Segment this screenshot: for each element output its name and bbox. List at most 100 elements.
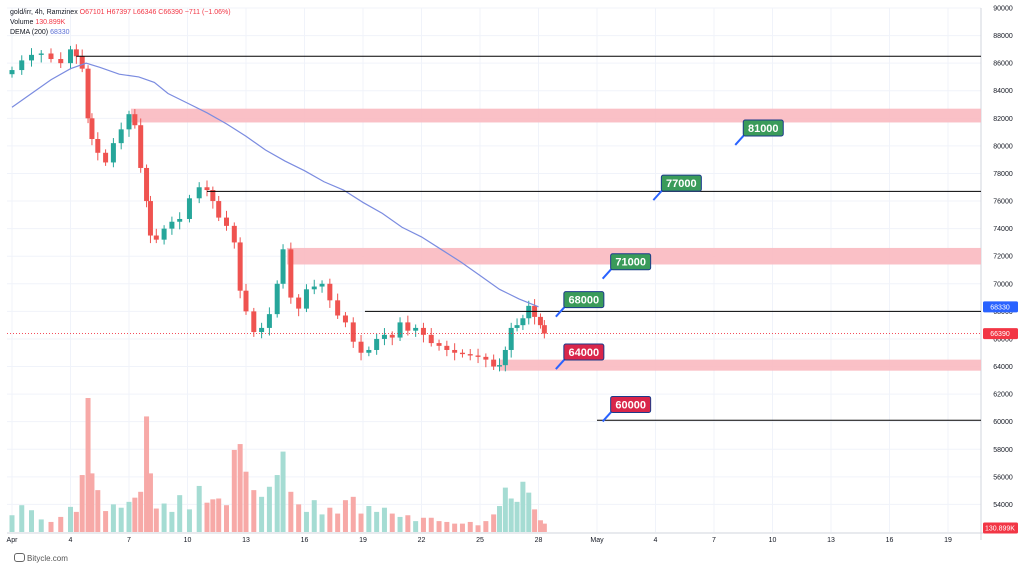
candle	[231, 222, 237, 249]
target-box	[742, 119, 784, 137]
volume-bar	[342, 500, 348, 532]
candle	[405, 315, 411, 336]
candle	[19, 55, 25, 75]
support-resistance-zone	[499, 359, 981, 371]
volume-bar	[280, 451, 286, 532]
candle-body	[366, 349, 372, 353]
x-tick-label: 13	[242, 537, 250, 544]
y-tick-label: 88000	[993, 33, 1013, 40]
candle-body	[358, 341, 364, 353]
volume-bar	[19, 505, 25, 532]
candle-body	[342, 315, 348, 323]
candle-body	[491, 359, 497, 367]
volume-bar	[327, 507, 333, 532]
target-box	[610, 253, 652, 271]
x-tick-label: 22	[418, 537, 426, 544]
volume-bar	[259, 496, 265, 532]
candle	[138, 118, 144, 173]
watermark: Bitycle.com	[14, 553, 68, 563]
candle	[110, 138, 116, 168]
volume-bar	[138, 491, 144, 532]
x-tick-label: 7	[127, 537, 131, 544]
dema-line	[11, 62, 539, 308]
y-tick-label: 62000	[993, 392, 1013, 399]
x-tick-label: 28	[535, 537, 543, 544]
candle-body	[68, 49, 73, 64]
candle	[186, 194, 192, 223]
candle-body	[58, 59, 64, 64]
price-target-label: 68000	[555, 291, 605, 318]
candle	[126, 110, 132, 137]
candle	[452, 343, 458, 361]
candle	[444, 340, 450, 357]
candle	[118, 122, 124, 150]
candle	[144, 164, 150, 208]
target-label-text: 64000	[569, 347, 600, 359]
candle	[147, 195, 153, 244]
axis-tag-box	[983, 522, 1018, 534]
candle	[288, 242, 294, 304]
volume-bar	[153, 508, 159, 532]
candle-body	[405, 322, 411, 331]
candle-body	[9, 70, 15, 75]
volume-bar	[428, 517, 434, 532]
volume-bar	[243, 471, 249, 532]
candle-body	[231, 225, 237, 243]
candle-body	[288, 249, 294, 298]
candle-body	[126, 114, 132, 130]
candle	[89, 113, 95, 146]
axis-tag-text: 68330	[990, 304, 1010, 311]
candle-body	[144, 167, 150, 202]
y-tick-label: 58000	[993, 447, 1013, 454]
y-tick-label: 66000	[993, 336, 1013, 343]
volume-bar	[196, 485, 202, 532]
x-axis-labels: Apr 4 7 10 13 16 19 22 25 28 May 4 7 10 13 16 19	[7, 537, 952, 544]
volume-bar	[132, 497, 138, 532]
volume-bar	[397, 516, 403, 532]
x-tick-label: 10	[184, 537, 192, 544]
legend-dema-row: DEMA (200) 68330	[10, 28, 231, 38]
volume-bar	[405, 515, 411, 532]
candle	[274, 280, 280, 318]
volume-bar	[335, 513, 341, 532]
candle	[483, 353, 489, 368]
candle-body	[327, 283, 333, 301]
target-label-text: 60000	[615, 399, 646, 411]
candle-body	[475, 355, 481, 357]
candle	[502, 346, 508, 372]
candle	[29, 48, 34, 67]
y-tick-label: 82000	[993, 116, 1013, 123]
target-label-text: 81000	[748, 123, 779, 135]
candle	[311, 279, 317, 295]
candle	[366, 346, 372, 357]
volume-bar	[475, 525, 481, 532]
y-tick-label: 84000	[993, 88, 1013, 95]
candle-body	[319, 283, 325, 287]
candle	[397, 317, 403, 342]
volume-bar	[251, 490, 257, 532]
volume-bar	[497, 506, 502, 532]
candle	[358, 334, 364, 361]
volume-bar	[452, 523, 458, 532]
candle-body	[177, 218, 183, 222]
candle	[95, 132, 101, 161]
y-tick-label: 64000	[993, 364, 1013, 371]
candle-body	[85, 68, 91, 119]
candle	[266, 307, 272, 336]
target-box	[610, 395, 652, 413]
volume-bar	[491, 514, 497, 532]
candle-body	[335, 300, 341, 316]
candle-body	[374, 338, 380, 350]
candle-body	[497, 365, 502, 367]
candle-body	[138, 125, 144, 168]
candles	[9, 44, 547, 372]
volume-bar	[73, 511, 79, 532]
volume-bar	[467, 521, 473, 532]
target-label-text: 77000	[666, 178, 697, 190]
candle	[79, 49, 85, 73]
axis-tag-box	[983, 301, 1018, 313]
volume-bar	[532, 509, 538, 532]
axis-tags: 68330 66390 130.899K	[983, 301, 1018, 534]
candle	[153, 228, 159, 244]
